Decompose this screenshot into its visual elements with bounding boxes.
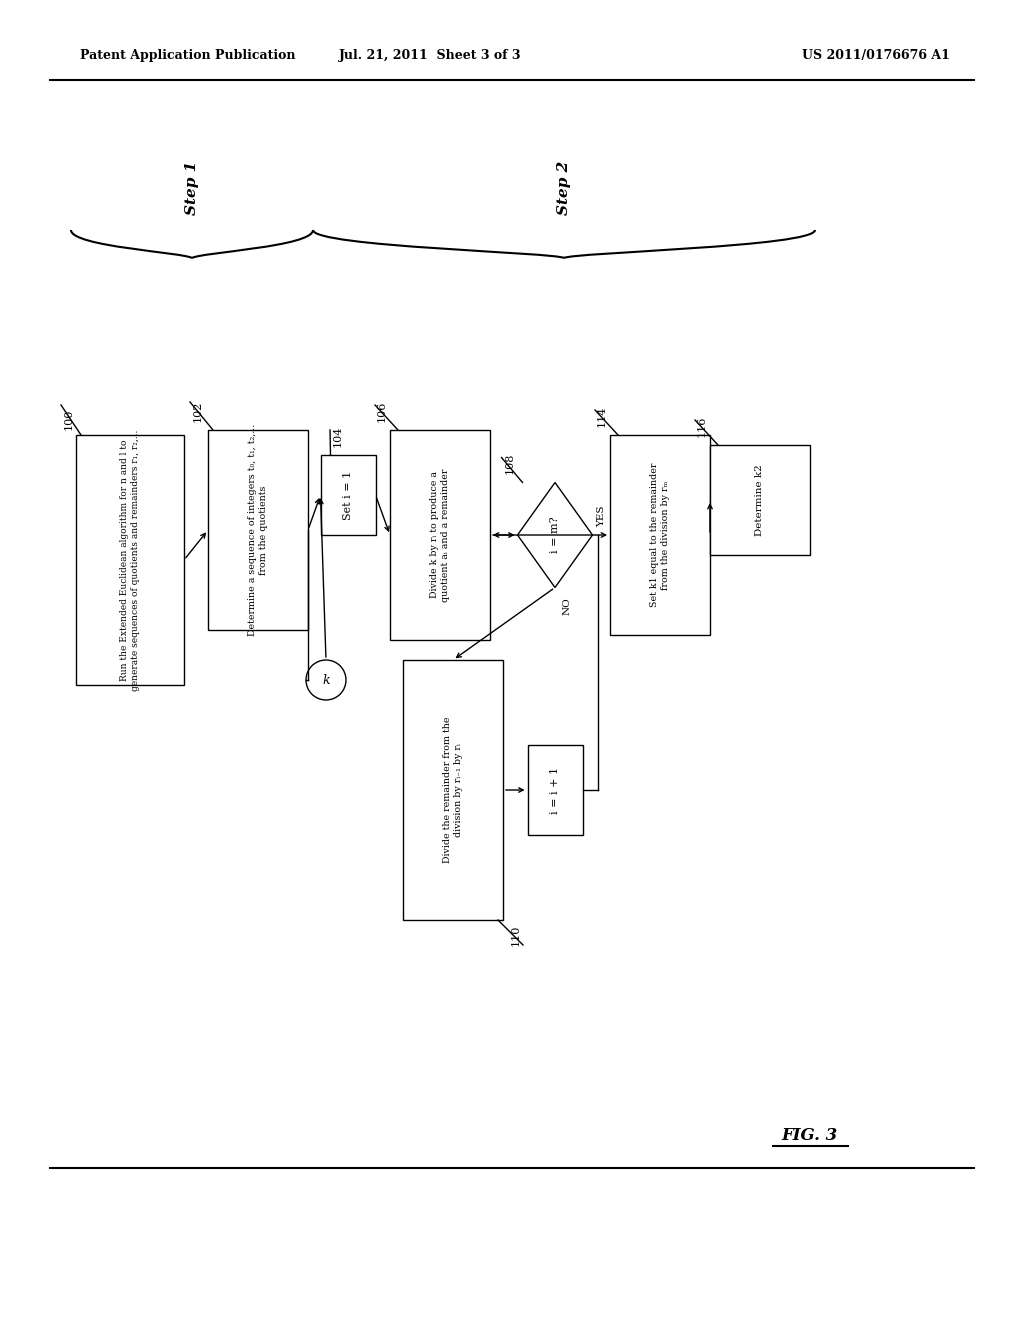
Text: i = i + 1: i = i + 1: [550, 767, 560, 813]
Text: Run the Extended Euclidean algorithm for n and l to
generate sequences of quotie: Run the Extended Euclidean algorithm for…: [120, 429, 139, 690]
Text: Set i = 1: Set i = 1: [343, 470, 353, 520]
Text: US 2011/0176676 A1: US 2011/0176676 A1: [802, 49, 950, 62]
FancyBboxPatch shape: [208, 430, 308, 630]
Text: Set k1 equal to the remainder
from the division by rₘ: Set k1 equal to the remainder from the d…: [650, 463, 670, 607]
Text: Patent Application Publication: Patent Application Publication: [80, 49, 296, 62]
Text: Divide the remainder from the
division by rᵢ₋₁ by rᵢ: Divide the remainder from the division b…: [443, 717, 463, 863]
FancyBboxPatch shape: [390, 430, 490, 640]
Text: Step 1: Step 1: [185, 161, 199, 215]
Text: FIG. 3: FIG. 3: [782, 1126, 838, 1143]
Text: 116: 116: [697, 416, 707, 437]
Text: Step 2: Step 2: [557, 161, 571, 215]
FancyBboxPatch shape: [321, 455, 376, 535]
Text: Divide k by rᵢ to produce a
quotient aᵢ and a remainder: Divide k by rᵢ to produce a quotient aᵢ …: [430, 469, 450, 602]
FancyBboxPatch shape: [710, 445, 810, 554]
Text: Determine k2: Determine k2: [756, 465, 765, 536]
FancyBboxPatch shape: [527, 744, 583, 836]
Text: Jul. 21, 2011  Sheet 3 of 3: Jul. 21, 2011 Sheet 3 of 3: [339, 49, 521, 62]
Text: 106: 106: [377, 401, 387, 422]
Text: 102: 102: [193, 401, 203, 422]
Text: 100: 100: [63, 409, 74, 430]
Text: k: k: [323, 673, 330, 686]
FancyBboxPatch shape: [610, 436, 710, 635]
Text: 110: 110: [511, 925, 521, 946]
Text: i = m?: i = m?: [550, 516, 560, 553]
Polygon shape: [517, 483, 593, 587]
FancyBboxPatch shape: [76, 436, 184, 685]
Text: NO: NO: [563, 598, 572, 615]
Text: Determine a sequence of integers t₀, t₁, t₂,...
from the quotients: Determine a sequence of integers t₀, t₁,…: [248, 424, 267, 636]
Text: 108: 108: [505, 453, 514, 474]
Text: 114: 114: [597, 405, 607, 426]
FancyBboxPatch shape: [403, 660, 503, 920]
Circle shape: [306, 660, 346, 700]
Text: 104: 104: [333, 425, 343, 447]
Text: YES: YES: [597, 506, 606, 527]
